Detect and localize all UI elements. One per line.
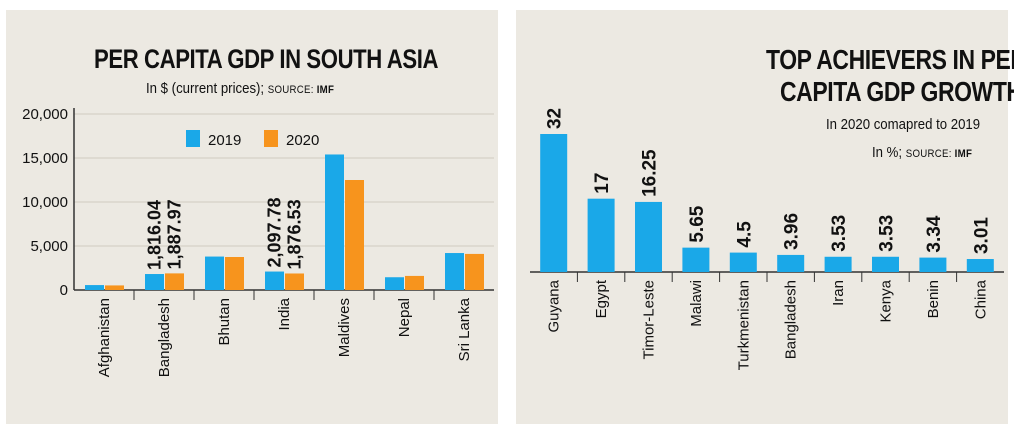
bar-2019-bhutan <box>205 256 224 290</box>
bar-guyana <box>540 134 568 272</box>
data-label: 1,876.53 <box>285 199 305 269</box>
bar-2020-bangladesh <box>165 273 184 290</box>
source-label: SOURCE: IMF <box>268 84 334 96</box>
x-tick-label: India <box>276 297 293 330</box>
bar-2019-afghanistan <box>85 285 104 290</box>
bar-bangladesh <box>777 254 805 272</box>
x-tick-label: Bhutan <box>216 298 233 346</box>
chart-subtitle: In $ (current prices); SOURCE: IMF <box>146 80 334 97</box>
bar-kenya <box>872 256 899 272</box>
chart-title-line-1: TOP ACHIEVERS IN PER <box>766 44 1014 75</box>
bar-2020-bhutan <box>225 257 244 290</box>
gdp-bar-chart: 0 5,000 10,000 15,000 20,000 Afghanistan Bangl… <box>22 106 494 377</box>
source-name: IMF <box>316 84 335 96</box>
growth-panel: TOP ACHIEVERS IN PER CAPITA GDP GROWTH I… <box>516 10 1014 424</box>
y-tick-label: 15,000 <box>22 150 68 167</box>
x-tick-label: Sri Lanka <box>456 297 473 361</box>
unit-label: In $ (current prices); <box>146 80 265 97</box>
source-prefix: SOURCE: <box>905 148 952 160</box>
bar-malawi <box>682 247 710 272</box>
x-tick-label: Benin <box>925 280 942 318</box>
legend-label-2019: 2019 <box>208 132 241 149</box>
legend-swatch-2019 <box>186 130 200 147</box>
data-label: 2,097.78 <box>265 197 285 267</box>
legend-swatch-2020 <box>264 130 278 147</box>
bar-2020-nepal <box>405 275 424 290</box>
data-label: 3.34 <box>924 215 945 252</box>
x-tick-label: Nepal <box>396 298 413 337</box>
chart-unit-source: In %; SOURCE: IMF <box>872 144 972 161</box>
data-label: 3.53 <box>829 215 850 252</box>
bar-2020-maldives <box>345 180 364 290</box>
growth-bar-chart: 32 Guyana 17 Egypt 16.25 Timor-Leste 5.65 Malaw… <box>530 108 1004 370</box>
data-label: 5.65 <box>687 205 708 242</box>
data-label: 3.96 <box>782 213 803 250</box>
source-label: SOURCE: IMF <box>906 148 972 160</box>
chart-title-line-2: CAPITA GDP GROWTH <box>780 76 1014 107</box>
source-name: IMF <box>954 148 973 160</box>
chart-title: PER CAPITA GDP IN SOUTH ASIA <box>94 44 439 74</box>
chart-subtitle: In 2020 comapred to 2019 <box>826 116 981 133</box>
bar-2020-afghanistan <box>105 285 124 290</box>
y-tick-label: 10,000 <box>22 194 68 211</box>
source-prefix: SOURCE: <box>267 84 314 96</box>
x-tick-label: Iran <box>830 280 847 306</box>
bar-turkmenistan <box>729 252 757 272</box>
data-label: 3.01 <box>971 217 992 254</box>
x-tick-label: Maldives <box>336 298 353 357</box>
legend-label-2020: 2020 <box>286 132 319 149</box>
bar-egypt <box>587 198 615 272</box>
data-label: 16.25 <box>640 149 661 197</box>
data-label: 17 <box>592 173 613 194</box>
bar-timor-leste <box>635 201 662 272</box>
data-label: 1,816.04 <box>145 200 165 270</box>
y-tick-label: 5,000 <box>30 238 68 255</box>
x-tick-label: Egypt <box>593 279 610 318</box>
gdp-per-capita-panel: PER CAPITA GDP IN SOUTH ASIA In $ (curre… <box>6 10 498 424</box>
x-tick-label: Bangladesh <box>783 280 800 359</box>
x-tick-label: Turkmenistan <box>735 280 752 370</box>
bar-china <box>966 259 994 272</box>
x-tick-label: Timor-Leste <box>641 280 658 359</box>
x-tick-label: Afghanistan <box>96 298 113 377</box>
bar-2019-maldives <box>325 154 344 290</box>
bar-2019-sri-lanka <box>445 253 464 290</box>
bar-2020-india <box>285 273 304 290</box>
x-tick-label: Malawi <box>688 280 705 327</box>
bar-2019-india <box>265 271 284 290</box>
data-label: 4.5 <box>734 221 755 248</box>
y-tick-label: 0 <box>60 282 68 299</box>
x-tick-label: China <box>972 279 989 319</box>
bar-2019-bangladesh <box>145 274 164 290</box>
bar-benin <box>919 257 947 272</box>
bar-iran <box>824 256 852 272</box>
x-tick-label: Kenya <box>878 279 895 322</box>
y-tick-label: 20,000 <box>22 106 68 123</box>
bar-2020-sri-lanka <box>465 253 484 290</box>
x-tick-label: Guyana <box>546 279 563 332</box>
data-label: 32 <box>545 108 566 129</box>
bar-2019-nepal <box>385 277 404 290</box>
data-label: 1,887.97 <box>165 199 185 269</box>
data-label: 3.53 <box>877 215 898 252</box>
x-tick-label: Bangladesh <box>156 298 173 377</box>
unit-label: In %; <box>872 144 903 161</box>
